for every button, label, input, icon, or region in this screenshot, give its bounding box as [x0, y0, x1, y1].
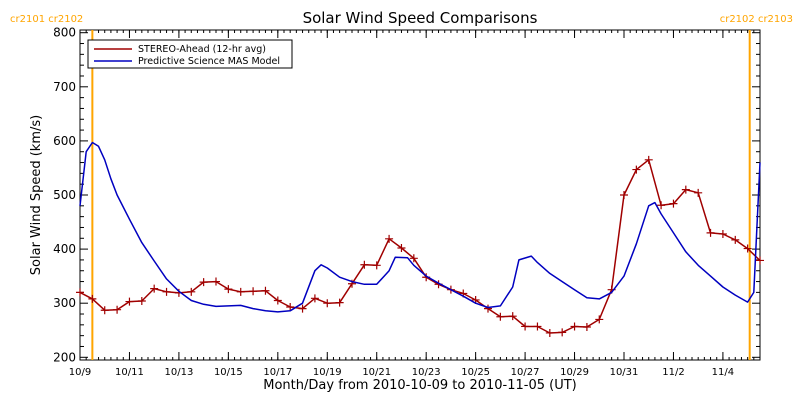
- data-point: [125, 297, 134, 306]
- x-tick-label: 11/2: [662, 367, 684, 378]
- x-tick-label: 10/21: [362, 367, 391, 378]
- data-point: [236, 287, 245, 296]
- data-point: [372, 261, 381, 270]
- data-point: [669, 199, 678, 208]
- data-point: [100, 306, 109, 315]
- data-point: [756, 256, 764, 265]
- data-point: [199, 278, 208, 287]
- data-point: [385, 234, 394, 243]
- data-point: [310, 294, 319, 303]
- legend-label-stereo: STEREO-Ahead (12-hr avg): [138, 44, 266, 55]
- data-point: [681, 185, 690, 194]
- x-axis-label: Month/Day from 2010-10-09 to 2010-11-05 …: [263, 378, 576, 393]
- data-point: [657, 201, 666, 210]
- data-point: [496, 312, 505, 321]
- y-tick-label: 800: [53, 26, 76, 40]
- data-point: [224, 285, 233, 294]
- series-line: [79, 159, 761, 334]
- data-point: [397, 244, 406, 253]
- y-axis-label: Solar Wind Speed (km/s): [29, 115, 44, 275]
- data-point: [545, 328, 554, 337]
- data-point: [484, 304, 492, 313]
- x-tick-label: 10/23: [412, 367, 441, 378]
- data-point: [743, 244, 752, 253]
- data-point: [323, 299, 332, 308]
- data-point: [595, 315, 604, 324]
- data-point: [261, 286, 270, 295]
- data-point: [533, 322, 542, 331]
- data-point: [508, 312, 517, 321]
- data-point: [273, 296, 282, 305]
- legend-label-mas: Predictive Science MAS Model: [138, 56, 280, 67]
- x-tick-label: 10/13: [164, 367, 193, 378]
- x-tick-label: 11/4: [712, 367, 734, 378]
- y-tick-label: 500: [53, 188, 76, 202]
- data-point: [286, 302, 295, 311]
- data-point: [558, 328, 567, 337]
- data-point: [620, 191, 628, 199]
- y-tick-label: 600: [53, 134, 76, 148]
- x-tick-label: 10/31: [610, 367, 639, 378]
- y-tick-label: 200: [53, 350, 76, 364]
- data-point: [113, 305, 122, 314]
- data-point: [632, 165, 641, 174]
- data-point: [249, 287, 258, 296]
- data-point: [150, 284, 159, 293]
- x-tick-label: 10/11: [115, 367, 144, 378]
- x-tick-label: 10/29: [560, 367, 589, 378]
- data-point: [521, 322, 530, 331]
- data-point: [298, 304, 307, 313]
- series-line: [79, 141, 761, 313]
- data-point: [409, 254, 418, 263]
- data-point: [88, 294, 97, 303]
- legend-box: [87, 39, 293, 69]
- data-point: [76, 288, 84, 297]
- carrington-label-left: cr2101 cr2102: [10, 14, 83, 25]
- data-point: [644, 155, 653, 164]
- data-point: [694, 188, 703, 197]
- data-point: [335, 298, 344, 307]
- data-point: [570, 322, 579, 331]
- chart-title: Solar Wind Speed Comparisons: [303, 9, 538, 27]
- y-tick-label: 300: [53, 296, 76, 310]
- y-tick-label: 400: [53, 242, 76, 256]
- data-point: [360, 260, 369, 269]
- data-point: [212, 277, 220, 286]
- carrington-markers: [91, 30, 751, 360]
- data-point: [162, 287, 171, 296]
- y-tick-label: 700: [53, 80, 76, 94]
- carrington-label-right: cr2102 cr2103: [720, 14, 793, 25]
- data-point: [137, 297, 146, 306]
- x-tick-label: 10/27: [511, 367, 540, 378]
- x-axis: 10/9 10/11 10/13 10/15 10/17 10/19 10/21 10/23 1…: [69, 30, 761, 378]
- x-tick-label: 10/19: [313, 367, 342, 378]
- y-axis: 200 300 400 500 600 700 800: [53, 26, 760, 364]
- legend: STEREO-Ahead (12-hr avg) Predictive Scie…: [87, 39, 293, 69]
- x-tick-label: 10/17: [263, 367, 292, 378]
- x-tick-label: 10/9: [69, 367, 91, 378]
- data-point: [718, 229, 727, 238]
- x-tick-label: 10/25: [461, 367, 490, 378]
- x-tick-label: 10/15: [214, 367, 243, 378]
- data-point: [706, 228, 715, 237]
- data-point: [731, 235, 740, 244]
- data-point: [582, 323, 591, 331]
- series-layer: [76, 141, 764, 337]
- data-point: [187, 287, 196, 296]
